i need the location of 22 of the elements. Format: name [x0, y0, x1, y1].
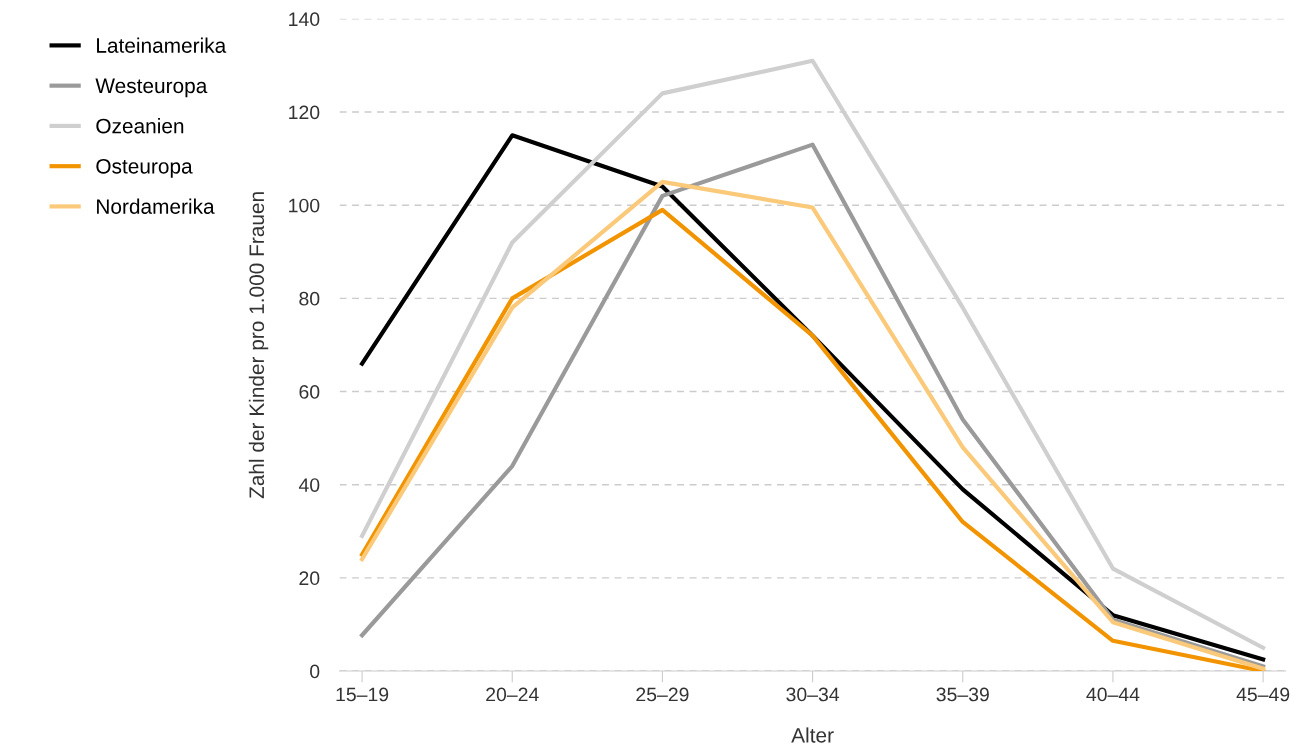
y-axis-title: Zahl der Kinder pro 1.000 Frauen — [248, 192, 269, 499]
x-tick-label: 30–34 — [786, 687, 840, 702]
y-tick-label: 80 — [299, 291, 320, 306]
x-tick-label: 20–24 — [486, 687, 539, 702]
legend-label: Lateinamerika — [97, 37, 227, 53]
y-tick-label: 140 — [289, 12, 320, 27]
y-tick-label: 100 — [289, 198, 320, 213]
y-tick-label: 60 — [299, 385, 320, 399]
x-tick-label: 15–19 — [336, 687, 389, 702]
legend-label: Nordamerika — [97, 198, 215, 214]
legend-label: Ozeanien — [96, 118, 184, 134]
y-tick-label: 40 — [298, 478, 320, 492]
x-tick-label: 45–49 — [1236, 687, 1290, 702]
x-tick-label: 35–39 — [936, 687, 989, 702]
legend-label: Westeuropa — [95, 78, 208, 98]
x-tick-label: 40–44 — [1086, 687, 1140, 702]
legend-label: Osteuropa — [96, 158, 193, 178]
y-tick-label: 120 — [289, 105, 320, 120]
x-tick-label: 25–29 — [636, 687, 689, 702]
y-tick-label: 20 — [299, 571, 320, 586]
x-axis-title: Alter — [791, 727, 834, 743]
y-tick-label: 0 — [310, 664, 320, 679]
